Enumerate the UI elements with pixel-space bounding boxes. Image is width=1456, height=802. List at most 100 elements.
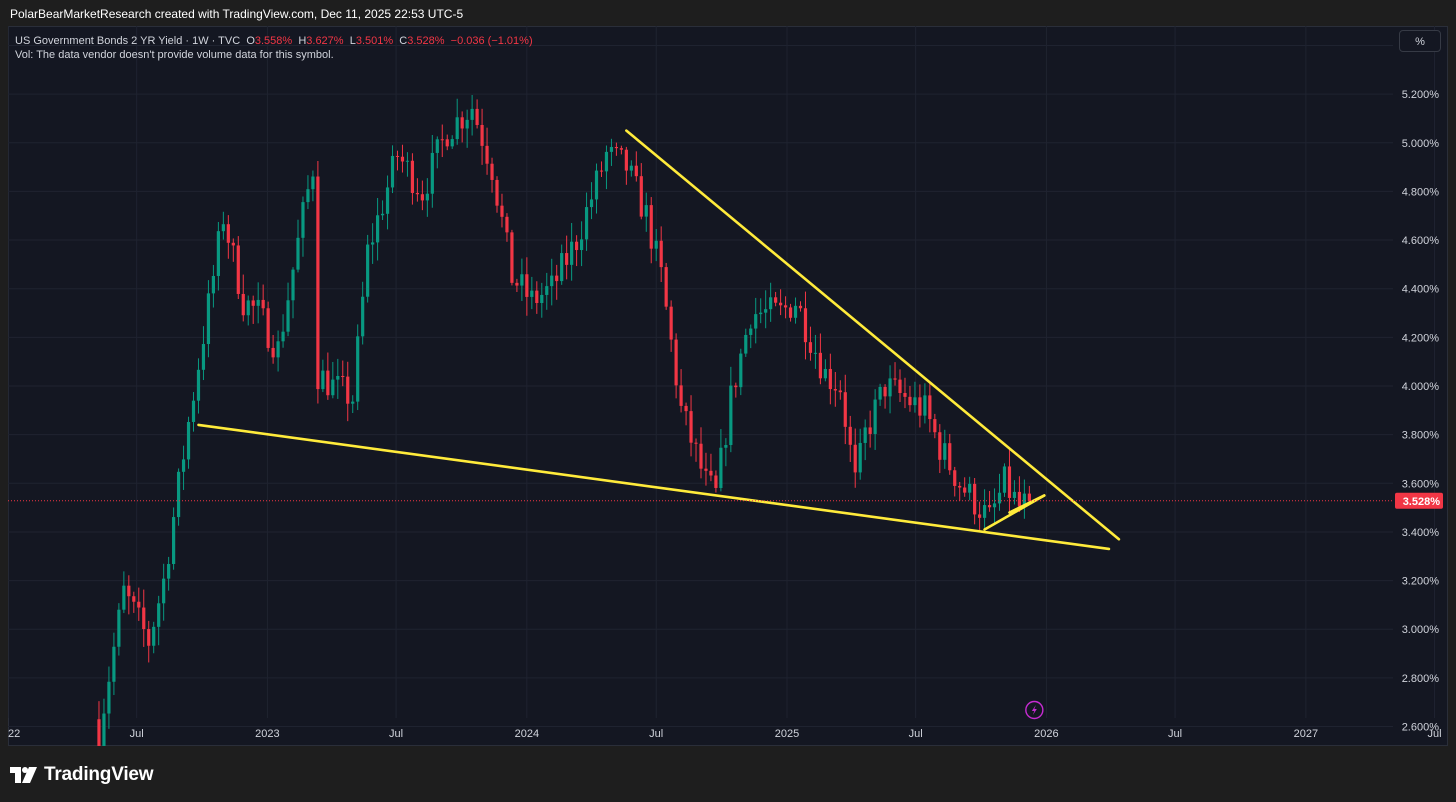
candle-body <box>331 379 335 396</box>
candle-body <box>316 176 320 390</box>
candle-body <box>211 275 216 294</box>
candle-body <box>455 117 459 140</box>
candle-body <box>336 375 340 380</box>
candle-body <box>853 444 857 473</box>
candle-body <box>371 242 375 245</box>
candle-body <box>470 108 474 120</box>
candle-body <box>196 369 201 401</box>
candle-body <box>480 124 484 146</box>
footer-branding: TradingView <box>10 764 154 786</box>
candle-body <box>306 189 310 203</box>
candle-body <box>878 386 882 400</box>
candle-body <box>162 578 166 604</box>
candle-body <box>246 300 250 316</box>
candle-body <box>868 427 872 434</box>
candle-body <box>311 176 315 190</box>
candle-body <box>933 419 937 433</box>
candle-body <box>410 160 415 193</box>
candle-body <box>1002 466 1007 493</box>
candle-body <box>584 207 589 240</box>
open-label: O <box>246 35 255 47</box>
candle-body <box>102 713 106 746</box>
candle-body <box>669 306 673 340</box>
candle-body <box>803 308 808 343</box>
candle-body <box>674 339 678 386</box>
price-chart[interactable]: 3.528% 5.400%5.200%5.000%4.800%4.600%4.4… <box>8 26 1448 746</box>
candle-body <box>823 368 827 379</box>
candle-body <box>589 199 594 208</box>
last-price-line: 3.528% <box>8 492 1443 509</box>
candle-body <box>704 468 708 471</box>
candle-body <box>684 405 688 412</box>
x-tick-label: Jul <box>909 728 923 740</box>
grid <box>8 26 1435 728</box>
close-value: 3.528% <box>407 35 445 47</box>
candle-body <box>132 596 136 602</box>
x-tick-label: Jul <box>389 728 403 740</box>
candle-body <box>366 244 370 297</box>
candle-body <box>415 192 419 195</box>
candle-body <box>634 165 638 177</box>
open-value: 3.558% <box>254 35 293 47</box>
x-tick-label: Jul <box>1427 728 1441 740</box>
candle-body <box>798 305 803 309</box>
candle-body <box>261 299 265 309</box>
high-value: 3.627% <box>306 35 344 47</box>
percent-scale-button[interactable]: % <box>1399 30 1441 52</box>
x-tick-label: Jul <box>649 728 663 740</box>
candle-body <box>286 300 290 332</box>
candle-body <box>137 601 141 608</box>
candle-body <box>639 176 643 217</box>
x-tick-label: 2027 <box>1294 728 1318 740</box>
candle-body <box>505 216 509 233</box>
y-tick-label: 2.800% <box>1402 673 1440 685</box>
candle-body <box>858 442 862 473</box>
candle-body <box>923 395 927 416</box>
candle-body <box>828 368 832 390</box>
candle-body <box>216 231 220 276</box>
candle-body <box>749 328 753 335</box>
trendline-wedge_upper <box>1008 494 1046 514</box>
candle-body <box>908 396 912 406</box>
candle-body <box>395 155 400 157</box>
candle-body <box>530 290 534 297</box>
candle-body <box>982 505 987 518</box>
candle-body <box>535 290 539 303</box>
candle-body <box>709 470 713 476</box>
x-tick-label: Jul <box>1168 728 1182 740</box>
candle-body <box>594 170 599 200</box>
y-tick-label: 3.600% <box>1402 478 1440 490</box>
candle-body <box>997 492 1002 504</box>
price-axis: 5.400%5.200%5.000%4.800%4.600%4.400%4.20… <box>1402 40 1440 733</box>
candle-body <box>271 347 275 358</box>
candle-body <box>973 483 977 515</box>
candle-body <box>231 242 235 246</box>
candle-body <box>475 108 479 125</box>
candle-body <box>1017 491 1022 507</box>
candle-body <box>266 308 270 348</box>
candle-body <box>818 352 822 379</box>
candle-body <box>873 399 877 434</box>
low-label: L <box>349 35 356 47</box>
candle-body <box>430 152 434 194</box>
candle-body <box>510 232 514 283</box>
candle-body <box>838 390 842 393</box>
candle-body <box>774 297 778 303</box>
candle-body <box>226 224 230 243</box>
symbol-name: US Government Bonds 2 YR Yield · 1W · TV… <box>15 35 241 47</box>
candle-body <box>565 253 569 265</box>
legend-row-1: US Government Bonds 2 YR Yield · 1W · TV… <box>15 34 533 48</box>
candle-body <box>1022 493 1026 507</box>
candle-body <box>560 253 564 282</box>
candle-body <box>769 297 773 310</box>
candle-body <box>958 485 962 488</box>
candle-body <box>236 245 240 294</box>
candle-body <box>783 305 788 308</box>
candle-body <box>724 445 728 448</box>
credit-text: PolarBearMarketResearch created with Tra… <box>10 7 464 21</box>
candle-body <box>649 205 653 249</box>
candle-body <box>191 400 196 422</box>
candle-body <box>898 379 902 393</box>
candle-body <box>206 293 211 345</box>
candle-body <box>968 483 972 493</box>
